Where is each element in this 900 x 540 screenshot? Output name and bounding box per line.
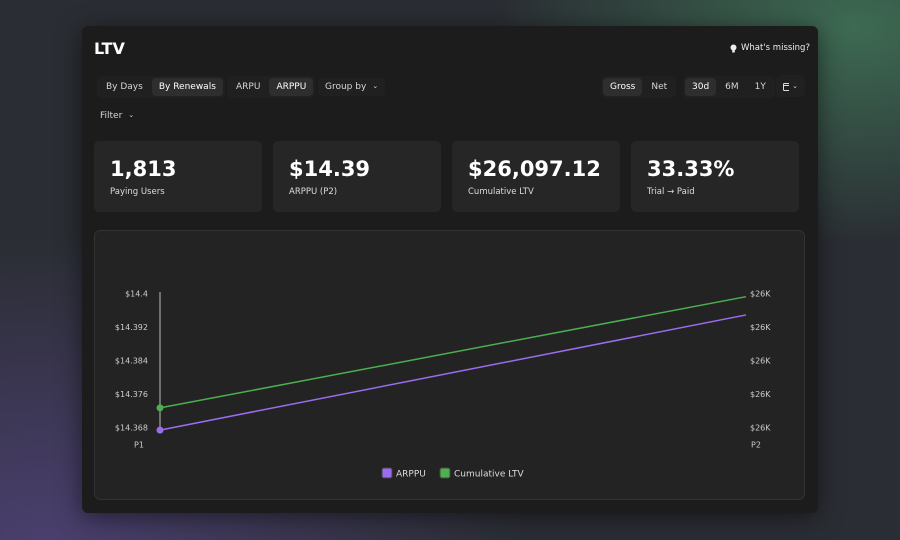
title: LTV xyxy=(94,39,125,58)
toggle-button[interactable]: ARPU xyxy=(236,82,261,92)
group-by-dropdown[interactable]: Group by ⌄ xyxy=(318,78,386,96)
segmented-control: ARPU ARPPU xyxy=(227,76,316,98)
y-tick-label: $14.392 xyxy=(115,323,148,332)
kpi-value: 33.33% xyxy=(647,157,735,181)
hover-point xyxy=(156,426,164,434)
kpi-label: Cumulative LTV xyxy=(468,187,534,197)
kpi-card: 1,813 Paying Users xyxy=(94,141,262,212)
dropdown-label[interactable]: Group by xyxy=(325,82,367,92)
legend-swatch xyxy=(439,467,451,479)
chart-frame xyxy=(94,230,805,500)
y-tick-label: $14.368 xyxy=(115,424,148,433)
y2-tick-label: $26K xyxy=(750,323,771,332)
x-tick-label: P1 xyxy=(134,441,144,450)
kpi-value: $26,097.12 xyxy=(468,157,601,181)
series-line xyxy=(159,295,747,409)
segmented-control: 30d 6M 1Y xyxy=(683,76,775,98)
filter-dropdown[interactable]: Filter ⌄ xyxy=(94,107,140,125)
help-link[interactable]: What's missing? xyxy=(730,43,810,53)
toggle-button[interactable]: Net xyxy=(651,82,668,92)
kpi-label: ARPPU (P2) xyxy=(289,187,338,197)
y-tick-label: $14.376 xyxy=(115,390,148,399)
y2-tick-label: $26K xyxy=(750,290,771,299)
y-tick-label: $14.384 xyxy=(115,357,148,366)
toggle-button[interactable]: ARPPU xyxy=(269,78,314,96)
toggle-button[interactable]: 30d xyxy=(685,78,717,96)
toggle-button[interactable]: Gross xyxy=(603,78,643,96)
x-tick-label: P2 xyxy=(751,441,761,450)
kpi-value: 1,813 xyxy=(110,157,177,181)
bulb-icon xyxy=(730,44,737,52)
kpi-label: Paying Users xyxy=(110,187,165,197)
y2-tick-label: $26K xyxy=(750,390,771,399)
help-text[interactable]: What's missing? xyxy=(741,43,810,53)
hover-point xyxy=(156,404,164,412)
kpi-card: $14.39 ARPPU (P2) xyxy=(273,141,441,212)
chevron[interactable]: ⌄ xyxy=(792,82,798,90)
kpi-card: 33.33% Trial → Paid xyxy=(631,141,799,212)
chevron[interactable]: ⌄ xyxy=(372,82,379,90)
kpi-label: Trial → Paid xyxy=(647,187,695,197)
legend-label: Cumulative LTV xyxy=(454,470,525,480)
date-picker-button[interactable]: ⌄ xyxy=(776,75,805,97)
y2-tick-label: $26K xyxy=(750,424,771,433)
kpi-card: $26,097.12 Cumulative LTV xyxy=(452,141,620,212)
toggle-button[interactable]: By Days xyxy=(106,82,143,92)
legend-label: ARPPU xyxy=(396,470,426,480)
y2-tick-label: $26K xyxy=(750,357,771,366)
segmented-control: By Days By Renewals xyxy=(97,76,225,98)
toggle-button[interactable]: 1Y xyxy=(754,82,766,92)
y-tick-label: $14.4 xyxy=(125,290,148,299)
chart-panel: $14.368 $14.376 $14.384 $14.392 $14.4 $26K $26… xyxy=(94,230,805,500)
segmented-control: Gross Net xyxy=(601,76,677,98)
chevron[interactable]: ⌄ xyxy=(128,111,135,119)
dropdown-label[interactable]: Filter xyxy=(100,111,123,121)
kpi-value: $14.39 xyxy=(289,157,371,181)
calendar-icon[interactable] xyxy=(783,82,790,91)
series-line xyxy=(159,314,747,431)
legend-swatch xyxy=(381,467,393,479)
toggle-button[interactable]: By Renewals xyxy=(151,78,223,96)
toggle-button[interactable]: 6M xyxy=(725,82,739,92)
